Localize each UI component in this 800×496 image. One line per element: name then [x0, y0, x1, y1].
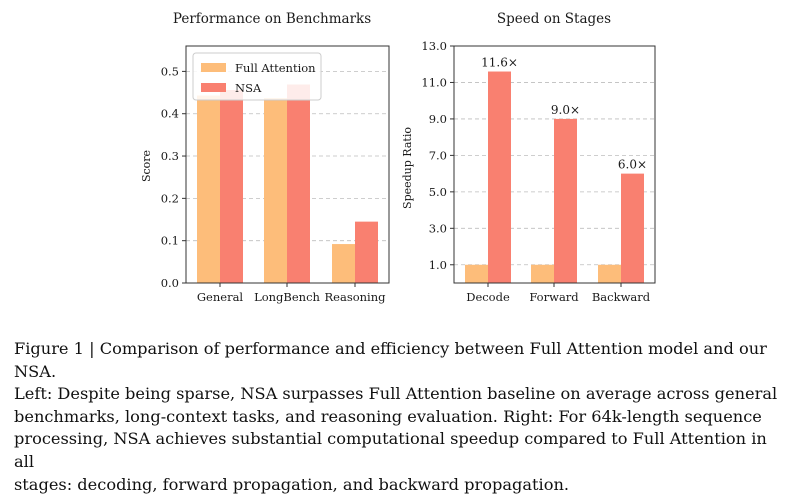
benchmarks-chart-title: Performance on Benchmarks: [173, 11, 371, 27]
benchmarks-x-tick-label: General: [197, 290, 244, 304]
caption-line: benchmarks, long-context tasks, and reas…: [14, 406, 762, 426]
benchmarks-y-tick-label: 0.5: [161, 64, 179, 78]
speed-y-tick-label: 7.0: [429, 148, 447, 162]
legend-label-full-attention: Full Attention: [235, 61, 316, 75]
benchmarks-bar-full-attention: [332, 244, 355, 283]
caption-line: processing, NSA achieves substantial com…: [14, 429, 767, 471]
benchmarks-x-tick-label: LongBench: [254, 290, 320, 304]
caption-line: stages: decoding, forward propagation, a…: [14, 474, 570, 494]
benchmarks-bar-nsa: [220, 90, 243, 283]
speed-y-tick-label: 9.0: [429, 112, 447, 126]
speed-data-label: 9.0×: [551, 103, 580, 117]
speed-data-label: 6.0×: [618, 158, 647, 172]
speed-y-tick-label: 5.0: [429, 185, 447, 199]
benchmarks-bar-nsa: [355, 221, 378, 283]
speed-y-axis-label: Speedup Ratio: [401, 127, 414, 209]
benchmarks-y-tick-label: 0.2: [161, 191, 179, 205]
speed-plot-frame: [453, 45, 656, 284]
legend: Full Attention NSA: [192, 52, 322, 101]
speed-chart-title: Speed on Stages: [497, 11, 611, 27]
legend-swatch-nsa: [201, 83, 226, 92]
benchmarks-y-tick-label: 0.0: [161, 276, 179, 290]
speed-y-tick-label: 1.0: [429, 258, 447, 272]
benchmarks-y-axis-label: Score: [140, 150, 153, 182]
speed-x-tick-label: Decode: [466, 290, 510, 304]
benchmarks-bar-full-attention: [197, 95, 220, 283]
benchmarks-plot-frame: [185, 45, 390, 284]
speed-bar-full-attention: [465, 264, 488, 283]
speed-bar-full-attention: [598, 264, 621, 283]
benchmarks-bar-nsa: [287, 84, 310, 283]
speed-y-tick-label: 11.0: [421, 75, 447, 89]
benchmarks-y-tick-label: 0.3: [161, 149, 179, 163]
figure: Performance on Benchmarks Score 0.0 0.1 0.…: [140, 11, 656, 304]
speed-bar-nsa: [621, 173, 644, 283]
speed-x-tick-label: Forward: [529, 290, 579, 304]
speed-bar-full-attention: [531, 264, 554, 283]
speed-x-tick-label: Backward: [592, 290, 651, 304]
speed-y-tick-label: 3.0: [429, 221, 447, 235]
caption-line: Left: Despite being sparse, NSA surpasse…: [14, 384, 778, 404]
speed-y-tick-label: 13.0: [421, 39, 447, 53]
speed-data-label: 11.6×: [481, 56, 518, 70]
figure-caption: Figure 1 | Comparison of performance and…: [14, 338, 790, 496]
benchmarks-bar-full-attention: [264, 98, 287, 283]
caption-line: Figure 1 | Comparison of performance and…: [14, 339, 767, 381]
legend-label-nsa: NSA: [235, 81, 262, 95]
speed-bar-nsa: [488, 71, 511, 284]
benchmarks-x-tick-label: Reasoning: [325, 290, 387, 304]
speed-bar-nsa: [554, 118, 577, 283]
benchmarks-chart: Performance on Benchmarks Score 0.0 0.1 0.…: [140, 11, 390, 304]
benchmarks-y-tick-label: 0.1: [161, 234, 179, 248]
benchmarks-y-tick-label: 0.4: [161, 107, 179, 121]
legend-swatch-full-attention: [201, 63, 226, 72]
speed-chart: Speed on Stages Speedup Ratio 1.0 3.0 5.0 7…: [401, 11, 656, 304]
